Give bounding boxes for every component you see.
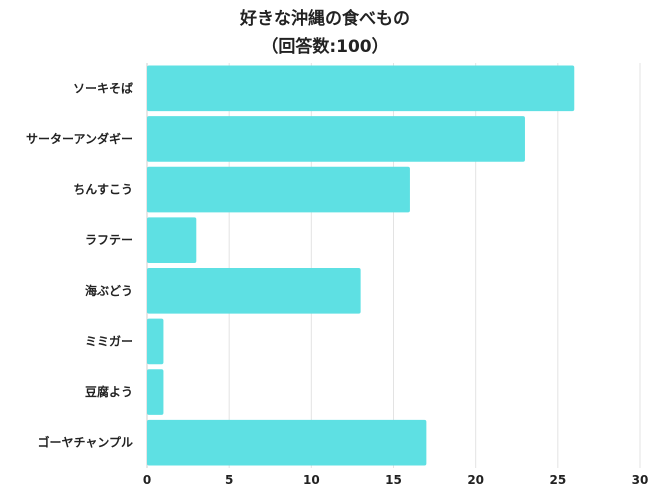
category-label-7: 豆腐よう [85, 384, 133, 399]
bar-8 [147, 419, 427, 466]
x-tick-label-0: 0 [143, 473, 151, 487]
bar-3 [147, 166, 410, 213]
category-label-5: 海ぶどう [85, 283, 133, 298]
x-tick-label-20: 20 [467, 473, 484, 487]
category-labels: ソーキそばサーターアンダギーちんすこうラフテー海ぶどうミミガー豆腐ようゴーヤチャ… [26, 80, 133, 449]
chart-subtitle: （回答数:100） [261, 36, 388, 57]
chart-title: 好きな沖縄の食べもの [239, 8, 410, 29]
bar-4 [147, 217, 197, 263]
category-label-8: ゴーヤチャンプル [37, 435, 133, 450]
bars-group [147, 65, 575, 466]
bar-6 [147, 318, 164, 365]
x-tick-label-30: 30 [632, 473, 649, 487]
bar-5 [147, 268, 361, 314]
x-tick-label-5: 5 [225, 473, 233, 487]
category-label-4: ラフテー [85, 233, 133, 247]
x-tick-label-25: 25 [549, 473, 566, 487]
x-tick-labels: 0 5 10 15 20 25 30 [143, 473, 649, 487]
bar-2 [147, 116, 525, 162]
category-label-6: ミミガー [85, 333, 133, 348]
x-tick-label-15: 15 [385, 473, 402, 487]
x-tick-label-10: 10 [303, 473, 320, 487]
category-label-3: ちんすこう [73, 183, 133, 197]
category-label-1: ソーキそば [73, 80, 133, 95]
bar-7 [147, 369, 164, 415]
category-label-2: サーターアンダギー [26, 131, 133, 146]
bar-1 [147, 65, 575, 112]
